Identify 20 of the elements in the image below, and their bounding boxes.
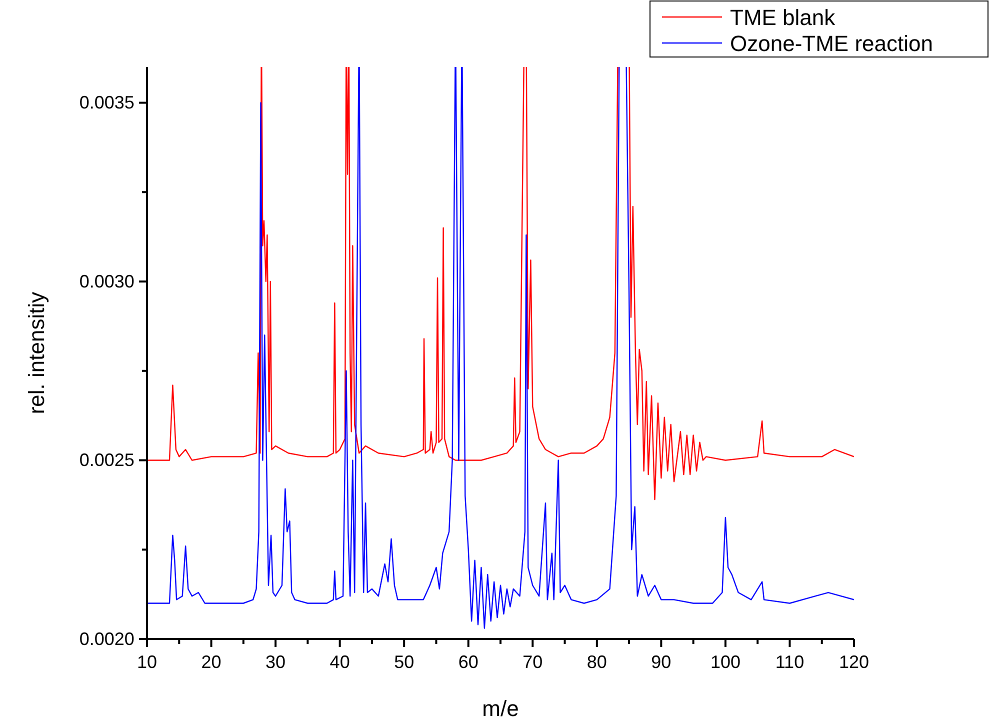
x-tick-label: 90 [651,652,672,672]
y-axis-title: rel. intensitiy [24,292,49,414]
x-tick-label: 120 [838,652,870,672]
legend-label: Ozone-TME reaction [730,31,933,56]
x-tick-label: 110 [775,652,804,672]
x-tick-label: 20 [201,652,222,672]
x-tick-label: 30 [266,652,286,672]
y-tick-label: 0.0030 [79,271,134,292]
x-tick-label: 10 [136,652,158,672]
y-tick-label: 0.0025 [79,450,134,470]
x-axis-title: m/e [482,696,519,721]
x-tick-label: 60 [458,652,478,672]
x-tick-label: 40 [330,652,350,672]
y-tick-label: 0.0020 [79,628,134,649]
y-tick-label: 0.0035 [79,92,134,113]
x-tick-label: 80 [586,652,607,672]
x-tick-label: 70 [522,652,543,672]
x-tick-label: 100 [710,652,740,672]
legend-label: TME blank [730,5,836,30]
x-tick-label: 50 [394,652,414,672]
